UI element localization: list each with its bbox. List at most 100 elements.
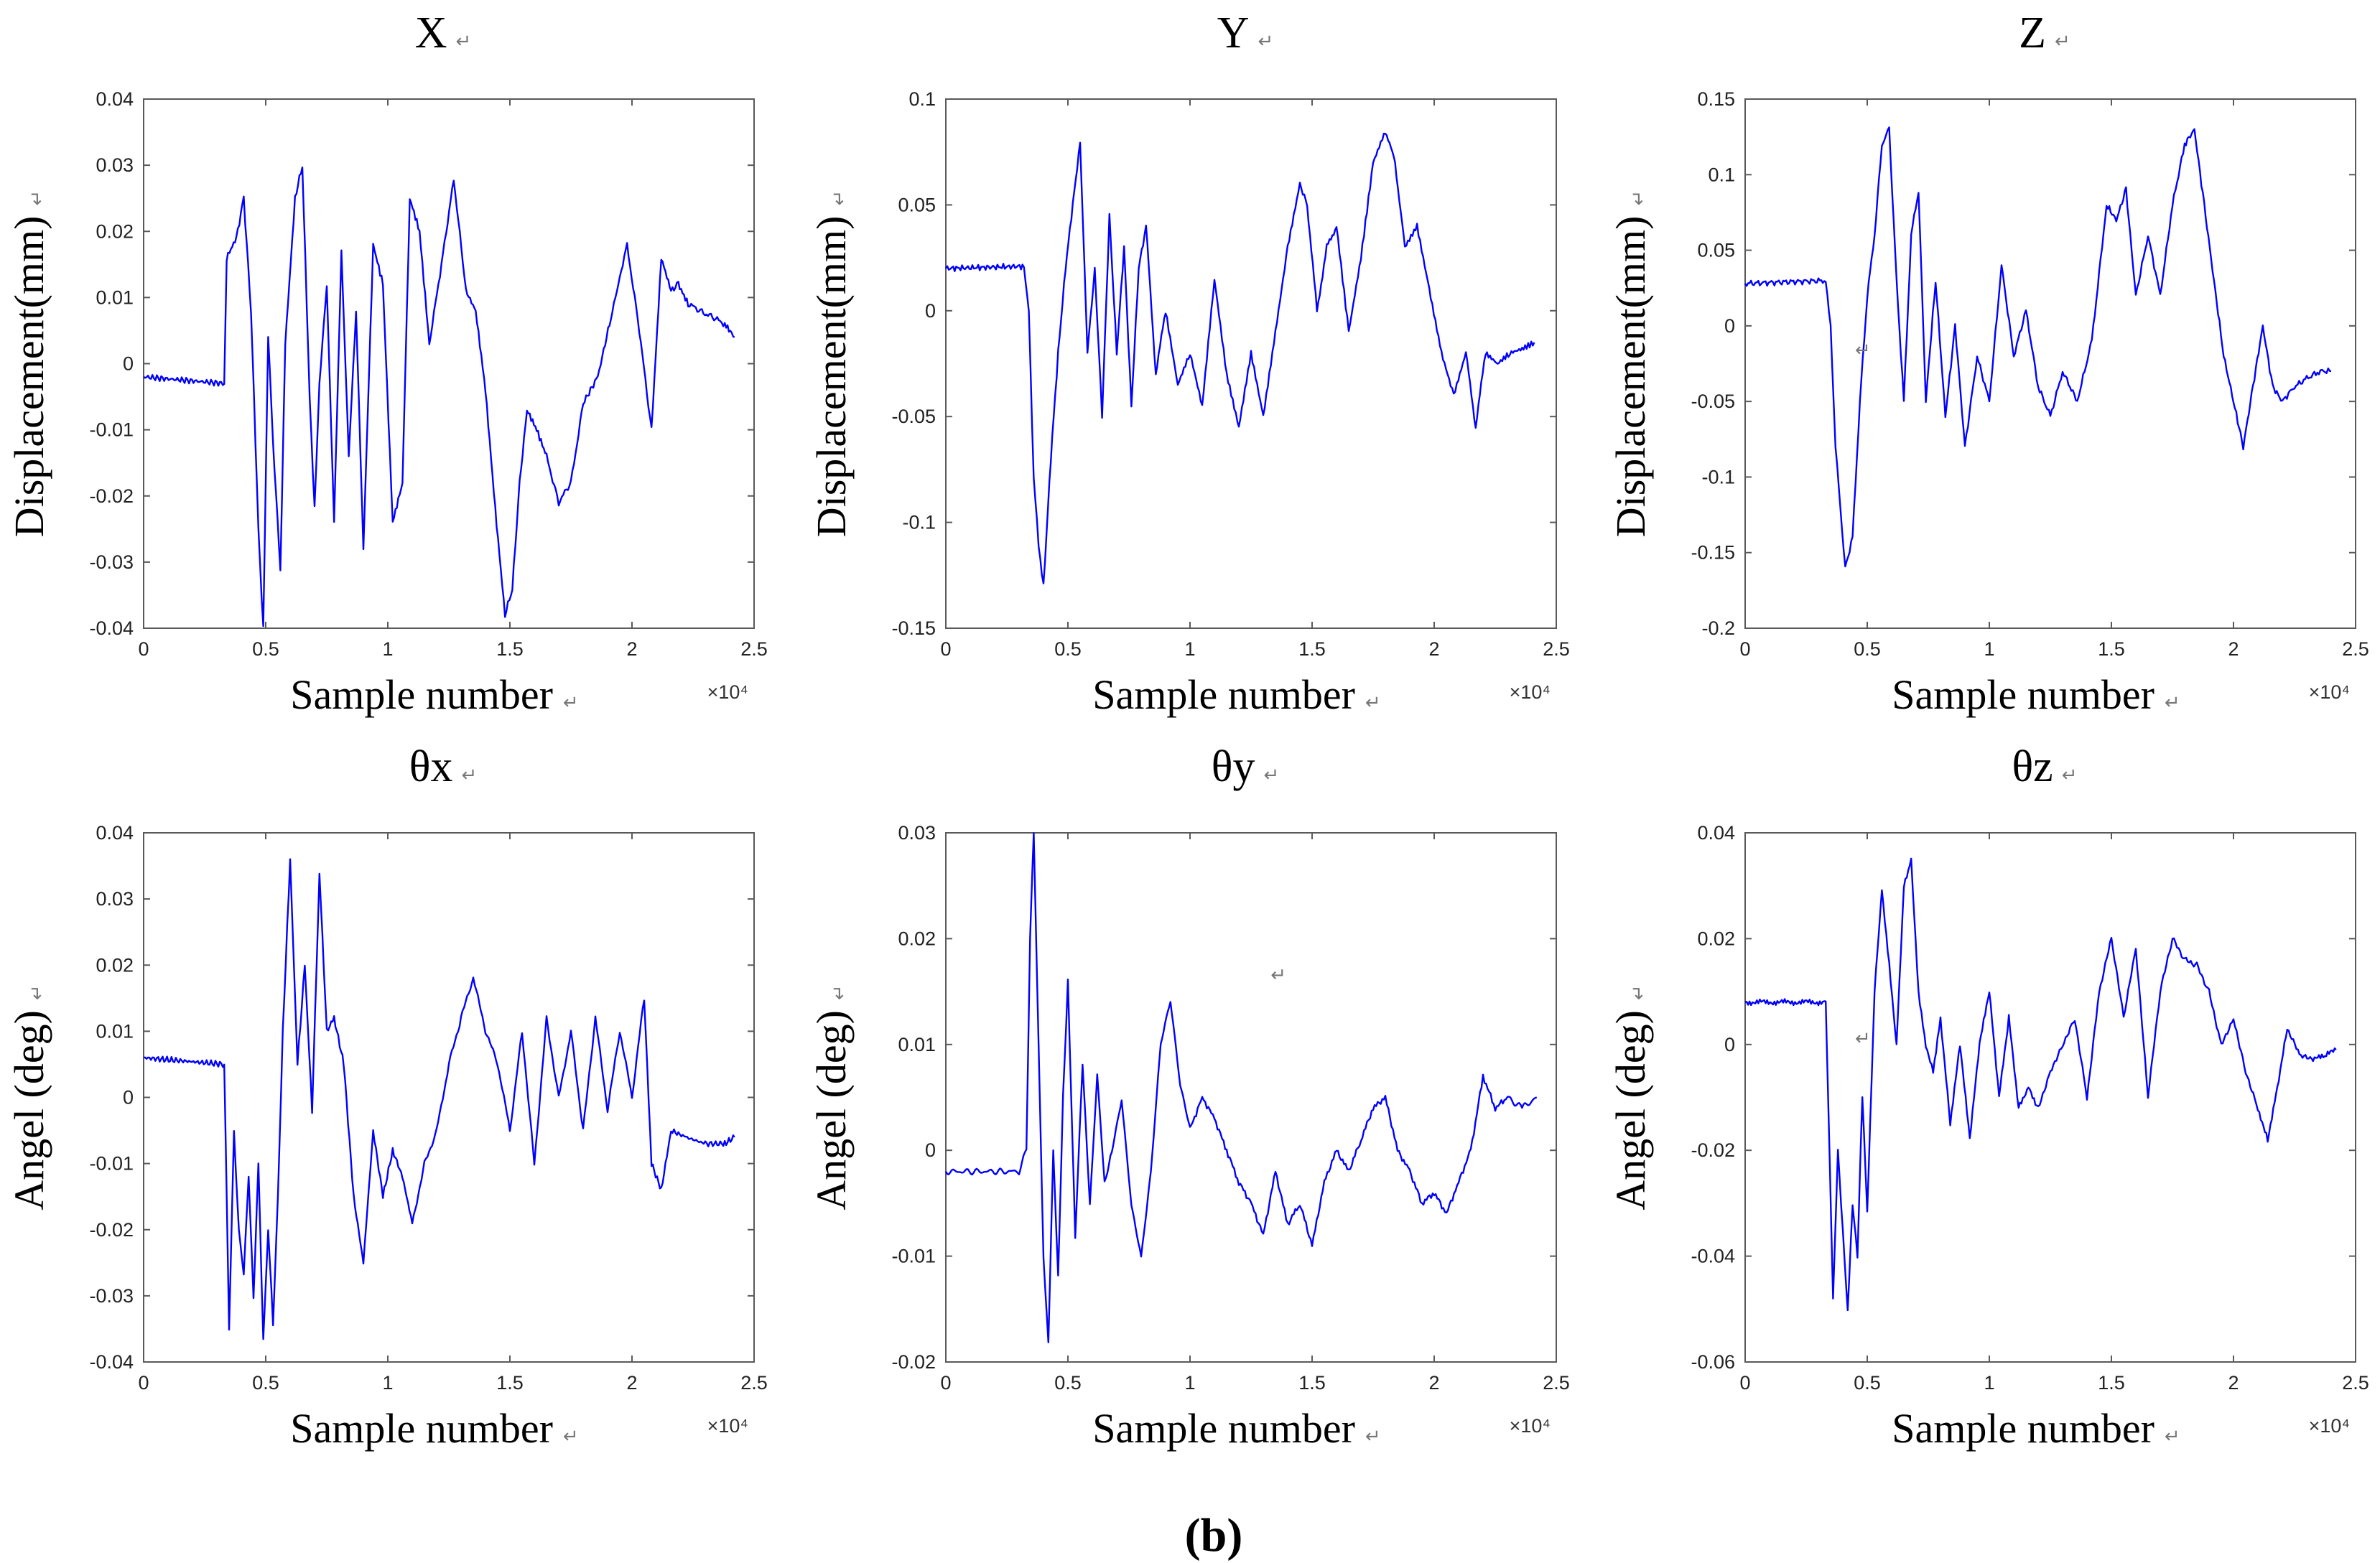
x-tick-label: 0 <box>138 1372 149 1394</box>
return-mark: ↵ <box>829 984 850 1000</box>
x-tick-label: 1.5 <box>2098 1372 2125 1394</box>
x-tick-label: 2.5 <box>2342 638 2369 660</box>
y-tick-label: 0.05 <box>898 194 936 215</box>
plot-area <box>945 832 1557 1363</box>
return-mark: ↵ <box>1628 190 1650 206</box>
y-tick-label: -0.2 <box>1701 617 1735 639</box>
plot-area <box>945 98 1557 629</box>
y-tick-label: -0.02 <box>89 485 134 507</box>
y-tick-label: 0.15 <box>1697 88 1735 110</box>
return-mark: ↵ <box>2165 692 2180 714</box>
x-tick-label: 2.5 <box>1543 1372 1570 1394</box>
chart-title-text: X <box>415 9 447 57</box>
x-axis-label: Sample number ↵ <box>1892 1405 2180 1452</box>
x-tick-label: 1 <box>382 1372 393 1394</box>
x-tick-label: 0.5 <box>252 1372 279 1394</box>
x-tick-label: 0 <box>1739 638 1750 660</box>
y-tick-label: -0.05 <box>891 406 936 427</box>
y-tick-label: -0.04 <box>89 1351 134 1373</box>
x-axis-multiplier: ×10⁴ <box>707 681 748 703</box>
x-tick-label: 0 <box>940 638 951 660</box>
y-tick-label: 0.04 <box>96 822 134 844</box>
x-tick-label: 0.5 <box>1854 638 1881 660</box>
series-line-0 <box>945 132 1535 584</box>
return-mark: ↵ <box>2165 1426 2180 1447</box>
x-axis-multiplier: ×10⁴ <box>2309 1415 2350 1437</box>
y-tick-label: 0.03 <box>898 822 936 844</box>
y-tick-label: 0 <box>925 300 936 322</box>
return-mark: ↵ <box>27 190 48 206</box>
return-mark: ↵ <box>2062 765 2078 786</box>
x-tick-label: 2.5 <box>740 638 768 660</box>
x-axis-label-text: Sample number <box>1092 671 1355 718</box>
plot-area <box>143 98 755 629</box>
chart-title: Z ↵ <box>2019 9 2070 57</box>
stray-return-mark: ↵ <box>1855 340 1871 361</box>
x-tick-label: 2 <box>1428 638 1439 660</box>
x-tick-label: 1 <box>382 638 393 660</box>
chart-title-text: Y <box>1217 9 1250 57</box>
y-tick-label: -0.04 <box>1691 1246 1735 1267</box>
x-axis-label: Sample number ↵ <box>1092 1405 1380 1452</box>
return-mark: ↵ <box>461 765 477 786</box>
x-axis-multiplier: ×10⁴ <box>1510 1415 1551 1437</box>
y-tick-label: -0.15 <box>891 617 936 639</box>
x-tick-label: 0 <box>138 638 149 660</box>
chart-title-text: θy <box>1212 742 1255 791</box>
x-tick-label: 0.5 <box>1854 1372 1881 1394</box>
y-tick-label: 0.02 <box>96 954 134 976</box>
x-tick-label: 2 <box>626 638 637 660</box>
y-tick-label: -0.06 <box>1691 1351 1735 1373</box>
return-mark: ↵ <box>27 984 48 1000</box>
x-axis-multiplier: ×10⁴ <box>707 1415 748 1437</box>
x-axis-label-text: Sample number <box>1892 671 2154 718</box>
y-tick-label: -0.03 <box>89 551 134 573</box>
return-mark: ↵ <box>1365 692 1381 714</box>
y-tick-label: 0 <box>1724 315 1735 337</box>
y-axis-label-text: Displacement(mm) <box>808 216 855 538</box>
x-tick-label: 2.5 <box>1543 638 1570 660</box>
chart-title: Y ↵ <box>1217 9 1274 57</box>
y-tick-label: -0.01 <box>891 1246 936 1267</box>
series-line-0 <box>143 166 735 627</box>
y-axis-label-text: Displacement(mm) <box>1607 216 1654 538</box>
x-axis-label: Sample number ↵ <box>1092 671 1380 718</box>
figure-caption: (b) <box>1185 1509 1243 1562</box>
y-axis-label-text: Angel (deg) <box>6 1010 52 1210</box>
plot-area <box>1744 98 2356 629</box>
y-tick-label: -0.05 <box>1691 391 1735 412</box>
y-axis-label-text: Angel (deg) <box>808 1010 855 1210</box>
y-tick-label: 0.03 <box>96 154 134 176</box>
x-tick-label: 1.5 <box>1298 638 1326 660</box>
y-tick-label: 0.1 <box>908 88 936 110</box>
x-tick-label: 0 <box>940 1372 951 1394</box>
series-line-0 <box>944 832 1538 1343</box>
chart-title-text: Z <box>2019 9 2046 57</box>
y-axis-label: Angel (deg) ↵ <box>1607 984 1654 1210</box>
x-tick-label: 0.5 <box>1054 638 1082 660</box>
plot-area <box>143 832 755 1363</box>
x-axis-label-text: Sample number <box>1092 1405 1355 1452</box>
series-line-0 <box>1744 126 2332 568</box>
x-tick-label: 2.5 <box>740 1372 768 1394</box>
x-axis-label-text: Sample number <box>1892 1405 2154 1452</box>
y-tick-label: 0.03 <box>96 888 134 910</box>
stray-return-mark: ↵ <box>1855 1028 1871 1050</box>
x-tick-label: 1.5 <box>496 638 524 660</box>
x-tick-label: 0.5 <box>252 638 279 660</box>
x-tick-label: 1.5 <box>2098 638 2125 660</box>
y-tick-label: 0.01 <box>898 1034 936 1055</box>
chart-title: θx ↵ <box>409 742 478 791</box>
chart-panel-2: 0 0.5 1 1.5 2 2.5 -0.2 -0.15 -0.1 -0.05 0 0.05 0.1 0.… <box>1607 9 2369 718</box>
x-tick-label: 2.5 <box>2342 1372 2369 1394</box>
return-mark: ↵ <box>1628 984 1650 1000</box>
y-tick-label: -0.04 <box>89 617 134 639</box>
chart-panel-3: 0 0.5 1 1.5 2 2.5 -0.04 -0.03 -0.02 -0.01 0 0.01 0.0… <box>6 742 768 1452</box>
y-tick-label: 0 <box>123 1087 134 1109</box>
y-axis-label: Displacement(mm) ↵ <box>808 190 855 538</box>
series-line-0 <box>1744 857 2337 1312</box>
